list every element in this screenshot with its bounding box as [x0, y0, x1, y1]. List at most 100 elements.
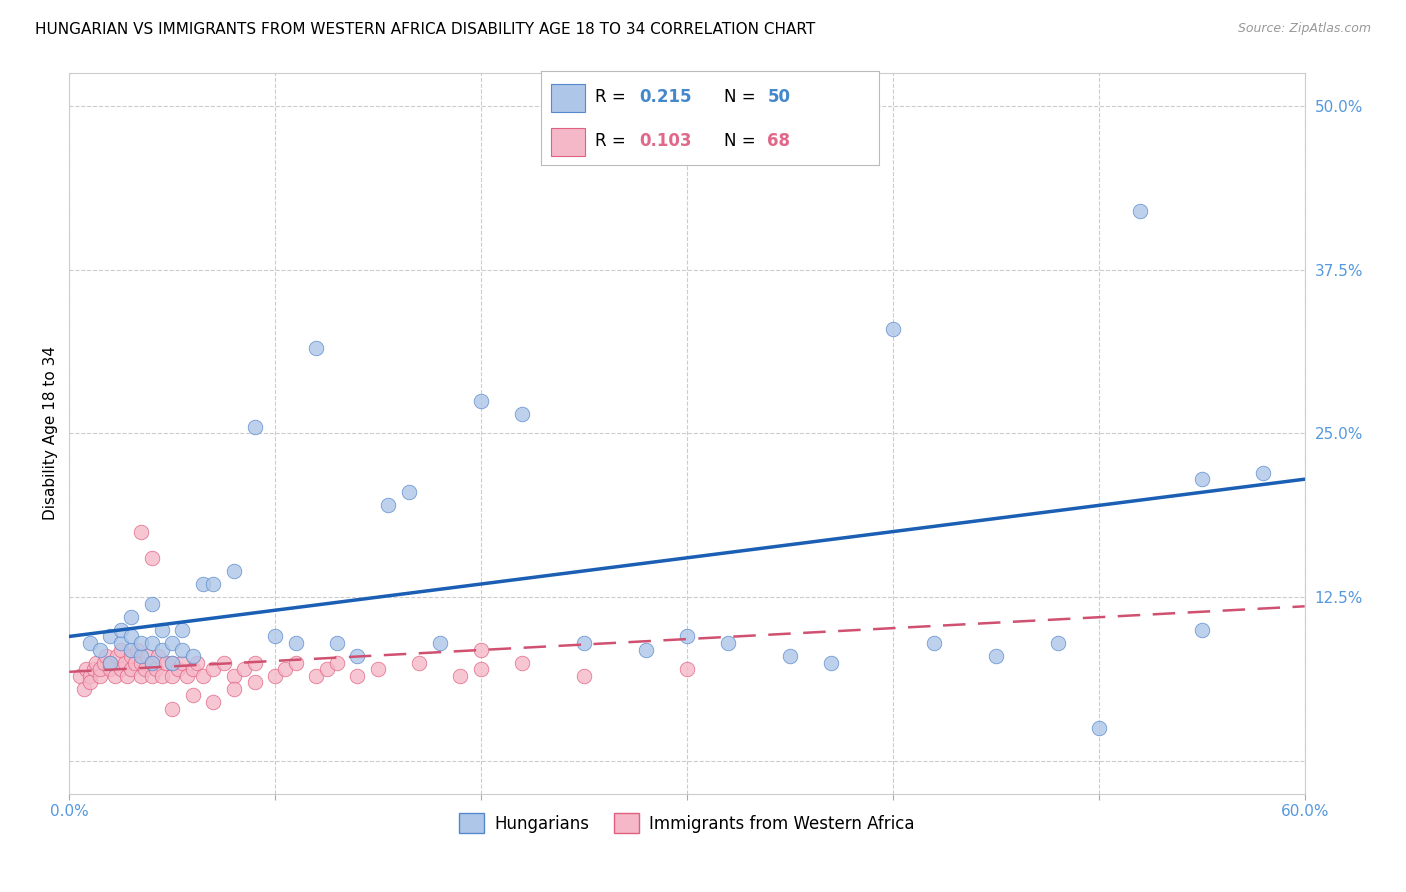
- Point: [96, 649, 118, 664]
- Point: [89, 669, 111, 683]
- Point: [1191, 623, 1213, 637]
- Point: [408, 656, 430, 670]
- Point: [377, 499, 399, 513]
- Point: [129, 524, 152, 539]
- Text: Source: ZipAtlas.com: Source: ZipAtlas.com: [1237, 22, 1371, 36]
- Point: [105, 649, 128, 664]
- Point: [110, 642, 132, 657]
- Point: [882, 321, 904, 335]
- Text: N =: N =: [724, 132, 761, 150]
- Point: [84, 656, 107, 670]
- Point: [202, 662, 225, 676]
- Point: [1129, 203, 1152, 218]
- Point: [167, 662, 190, 676]
- Point: [676, 629, 699, 643]
- Point: [284, 636, 307, 650]
- Point: [510, 656, 533, 670]
- Point: [93, 656, 115, 670]
- Point: [326, 636, 349, 650]
- Point: [120, 662, 142, 676]
- Text: HUNGARIAN VS IMMIGRANTS FROM WESTERN AFRICA DISABILITY AGE 18 TO 34 CORRELATION : HUNGARIAN VS IMMIGRANTS FROM WESTERN AFR…: [35, 22, 815, 37]
- Legend: Hungarians, Immigrants from Western Africa: Hungarians, Immigrants from Western Afri…: [453, 807, 921, 839]
- Point: [134, 662, 156, 676]
- Point: [89, 662, 111, 676]
- Point: [222, 564, 245, 578]
- Point: [103, 669, 125, 683]
- Point: [69, 669, 91, 683]
- Point: [284, 656, 307, 670]
- Point: [150, 669, 173, 683]
- Point: [367, 662, 389, 676]
- Point: [470, 662, 492, 676]
- Point: [181, 649, 204, 664]
- Point: [315, 662, 337, 676]
- Point: [264, 669, 287, 683]
- Point: [984, 649, 1007, 664]
- Point: [129, 656, 152, 670]
- Point: [572, 669, 595, 683]
- Point: [155, 656, 177, 670]
- Point: [346, 649, 368, 664]
- Point: [510, 407, 533, 421]
- Point: [136, 649, 159, 664]
- Text: 50: 50: [768, 87, 790, 105]
- Point: [150, 623, 173, 637]
- Point: [120, 609, 142, 624]
- Point: [160, 669, 183, 683]
- Point: [141, 669, 163, 683]
- Point: [110, 623, 132, 637]
- Point: [120, 642, 142, 657]
- Point: [141, 636, 163, 650]
- Point: [160, 636, 183, 650]
- Point: [141, 656, 163, 670]
- Point: [191, 669, 214, 683]
- Point: [129, 649, 152, 664]
- Point: [141, 656, 163, 670]
- Point: [1046, 636, 1069, 650]
- Point: [676, 662, 699, 676]
- Point: [100, 656, 122, 670]
- Point: [572, 636, 595, 650]
- Point: [1191, 472, 1213, 486]
- Point: [181, 689, 204, 703]
- Point: [186, 656, 208, 670]
- Point: [172, 623, 194, 637]
- Point: [449, 669, 471, 683]
- Point: [160, 656, 183, 670]
- Point: [243, 419, 266, 434]
- Point: [264, 629, 287, 643]
- Point: [779, 649, 801, 664]
- Point: [145, 662, 167, 676]
- Point: [202, 577, 225, 591]
- Point: [1087, 721, 1109, 735]
- Text: 0.215: 0.215: [640, 87, 692, 105]
- Point: [100, 662, 122, 676]
- Point: [172, 642, 194, 657]
- Point: [243, 656, 266, 670]
- Text: N =: N =: [724, 87, 761, 105]
- Point: [160, 656, 183, 670]
- Bar: [551, 128, 585, 156]
- Point: [75, 662, 97, 676]
- Point: [120, 629, 142, 643]
- Text: 0.103: 0.103: [640, 132, 692, 150]
- Point: [110, 636, 132, 650]
- Bar: [551, 84, 585, 112]
- Point: [83, 662, 105, 676]
- Y-axis label: Disability Age 18 to 34: Disability Age 18 to 34: [44, 346, 58, 520]
- Point: [172, 656, 194, 670]
- Text: R =: R =: [595, 87, 631, 105]
- Point: [114, 656, 136, 670]
- Point: [326, 656, 349, 670]
- Point: [120, 649, 142, 664]
- Point: [1253, 466, 1275, 480]
- Point: [470, 393, 492, 408]
- Point: [202, 695, 225, 709]
- Point: [243, 675, 266, 690]
- Point: [305, 341, 328, 355]
- Point: [129, 636, 152, 650]
- Point: [222, 669, 245, 683]
- Point: [100, 656, 122, 670]
- Text: R =: R =: [595, 132, 631, 150]
- Point: [274, 662, 297, 676]
